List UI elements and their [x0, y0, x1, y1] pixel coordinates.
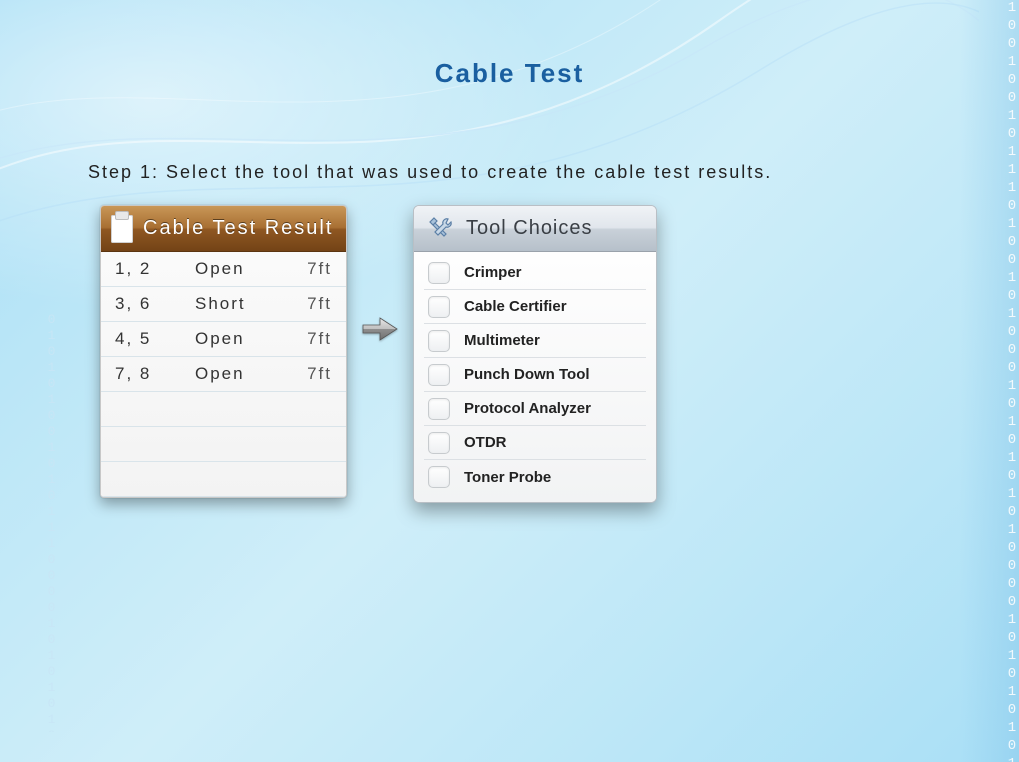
tool-panel-header: Tool Choices — [414, 206, 656, 252]
tool-choices-panel: Tool Choices Crimper Cable Certifier Multi… — [413, 205, 657, 503]
tool-option-label: Multimeter — [464, 332, 540, 349]
result-row: 7, 8Open7ft — [101, 357, 346, 392]
tool-option-label: Protocol Analyzer — [464, 400, 591, 417]
cable-test-result-panel: Cable Test Result 1, 2Open7ft3, 6Short7f… — [100, 205, 347, 498]
tool-option[interactable]: Multimeter — [424, 324, 646, 358]
tool-option-label: Punch Down Tool — [464, 366, 590, 383]
tool-checkbox[interactable] — [428, 432, 450, 454]
distance-cell: 7ft — [282, 259, 332, 279]
tool-checkbox[interactable] — [428, 330, 450, 352]
tool-option[interactable]: Punch Down Tool — [424, 358, 646, 392]
status-cell: Open — [195, 259, 282, 279]
tool-option[interactable]: Cable Certifier — [424, 290, 646, 324]
tool-option[interactable]: Protocol Analyzer — [424, 392, 646, 426]
tool-panel-body: Crimper Cable Certifier Multimeter Punch Do… — [414, 252, 656, 502]
binary-decoration-left: 0101010010101110000101010100010101101010… — [8, 312, 58, 732]
distance-cell: 7ft — [282, 364, 332, 384]
page-title: Cable Test — [0, 58, 1019, 89]
tool-option-label: Toner Probe — [464, 469, 551, 486]
binary-decoration-right: 1001001011101001010001010101010000101010… — [959, 0, 1019, 762]
arrow-icon — [361, 315, 399, 343]
tool-option-label: OTDR — [464, 434, 507, 451]
status-cell: Short — [195, 294, 282, 314]
tool-panel-title: Tool Choices — [466, 217, 593, 240]
result-panel-title: Cable Test Result — [143, 217, 333, 240]
result-row-empty — [101, 427, 346, 462]
wrench-screwdriver-icon — [428, 216, 454, 242]
tool-option-label: Crimper — [464, 264, 522, 281]
tool-option[interactable]: Toner Probe — [424, 460, 646, 494]
result-row: 4, 5Open7ft — [101, 322, 346, 357]
tool-checkbox[interactable] — [428, 466, 450, 488]
tool-option[interactable]: OTDR — [424, 426, 646, 460]
result-panel-body: 1, 2Open7ft3, 6Short7ft4, 5Open7ft7, 8Op… — [101, 252, 346, 497]
pair-cell: 3, 6 — [115, 294, 195, 314]
distance-cell: 7ft — [282, 329, 332, 349]
tool-option[interactable]: Crimper — [424, 256, 646, 290]
result-row-empty — [101, 392, 346, 427]
distance-cell: 7ft — [282, 294, 332, 314]
tool-checkbox[interactable] — [428, 364, 450, 386]
status-cell: Open — [195, 364, 282, 384]
result-row-empty — [101, 462, 346, 497]
tool-checkbox[interactable] — [428, 262, 450, 284]
status-cell: Open — [195, 329, 282, 349]
pair-cell: 4, 5 — [115, 329, 195, 349]
result-row: 3, 6Short7ft — [101, 287, 346, 322]
tool-checkbox[interactable] — [428, 398, 450, 420]
result-row: 1, 2Open7ft — [101, 252, 346, 287]
pair-cell: 7, 8 — [115, 364, 195, 384]
tool-option-label: Cable Certifier — [464, 298, 567, 315]
tool-checkbox[interactable] — [428, 296, 450, 318]
result-panel-header: Cable Test Result — [101, 206, 346, 252]
step-instruction: Step 1: Select the tool that was used to… — [88, 162, 772, 183]
clipboard-icon — [111, 215, 133, 243]
pair-cell: 1, 2 — [115, 259, 195, 279]
